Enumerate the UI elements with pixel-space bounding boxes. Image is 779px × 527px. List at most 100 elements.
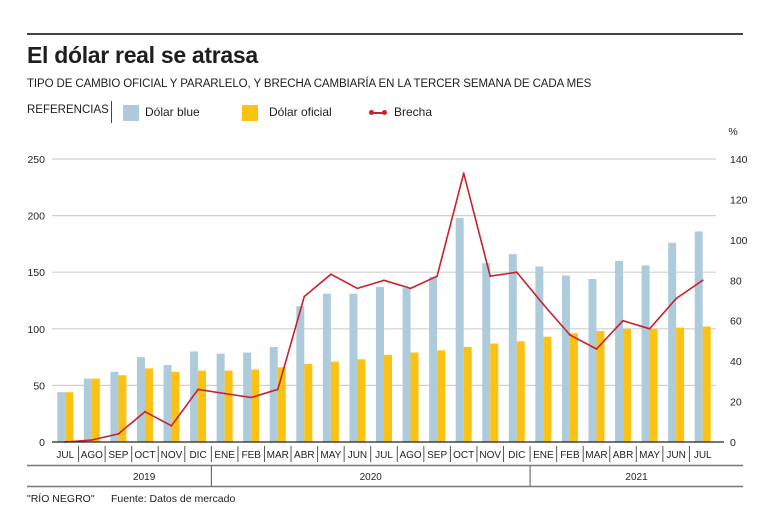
legend-item-blue: Dólar blue: [145, 105, 200, 119]
bar-dolar-oficial: [330, 361, 339, 442]
bar-dolar-oficial: [596, 331, 605, 442]
bar-dolar-blue: [163, 365, 172, 442]
bar-dolar-oficial: [649, 328, 658, 442]
bar-dolar-oficial: [676, 327, 685, 442]
top-rule: [27, 33, 743, 35]
year-label: 2019: [133, 472, 156, 483]
bar-dolar-blue: [57, 392, 66, 442]
month-label: ABR: [613, 450, 634, 461]
legend-swatch-brecha-line: [371, 112, 385, 114]
bar-dolar-oficial: [304, 363, 313, 442]
brecha-point: [489, 275, 492, 278]
right-tick-label: 140: [730, 154, 748, 166]
month-label: JUL: [56, 450, 74, 461]
legend-swatch-oficial: [242, 105, 258, 121]
left-tick-label: 150: [27, 267, 45, 279]
bar-dolar-oficial: [198, 370, 207, 442]
brecha-point: [250, 396, 253, 399]
bars: [57, 217, 711, 442]
right-tick-label: 120: [730, 194, 748, 206]
brecha-point: [276, 388, 279, 391]
bar-dolar-oficial: [91, 378, 100, 442]
brecha-point: [648, 327, 651, 330]
x-axis-labels: JUL AGO SEP OCT NOV DIC ENE FEB MAR ABR MAY JUN JUL A…: [27, 446, 743, 488]
footer-credit: "RÍO NEGRO": [27, 493, 95, 505]
axes: 0 50 100 150 200 250 0 20 40 60 80 100 120 140%: [27, 126, 747, 449]
month-label: OCT: [134, 450, 155, 461]
bar-dolar-blue: [668, 242, 677, 442]
bar-dolar-blue: [269, 346, 278, 442]
bar-dolar-blue: [535, 266, 544, 442]
bar-dolar-blue: [615, 260, 624, 442]
month-label: JUN: [666, 450, 685, 461]
month-label: MAY: [639, 450, 660, 461]
month-label: SEP: [427, 450, 447, 461]
brecha-point: [569, 333, 571, 336]
bar-dolar-blue: [322, 293, 331, 442]
brecha-point: [462, 172, 465, 175]
legend-swatch-brecha-dot-right: [382, 110, 387, 115]
month-label: MAR: [267, 450, 289, 461]
bar-dolar-blue: [190, 351, 199, 442]
chart-subtitle: TIPO DE CAMBIO OFICIAL Y PARARLELO, Y BR…: [27, 78, 592, 90]
bar-dolar-blue: [349, 293, 358, 442]
right-tick-label: 100: [730, 235, 748, 247]
year-label: 2020: [360, 472, 383, 483]
brecha-point: [701, 279, 704, 282]
left-tick-label: 200: [27, 211, 45, 223]
month-label: DIC: [508, 450, 525, 461]
brecha-point: [542, 303, 545, 306]
month-label: FEB: [560, 450, 580, 461]
brecha-point: [117, 433, 120, 435]
month-label: JUL: [694, 450, 712, 461]
legend-swatch-blue: [123, 105, 139, 121]
brecha-point: [622, 319, 624, 322]
left-tick-label: 50: [33, 380, 45, 392]
brecha-point: [303, 295, 306, 298]
footer-source: Fuente: Datos de mercado: [111, 493, 236, 505]
left-tick-label: 250: [27, 154, 45, 166]
brecha-point: [595, 348, 598, 350]
month-label: ENE: [214, 450, 235, 461]
month-label: NOV: [161, 450, 183, 461]
month-label: MAR: [585, 450, 607, 461]
bar-dolar-oficial: [171, 371, 180, 442]
bar-dolar-blue: [561, 275, 570, 442]
bar-dolar-oficial: [144, 368, 153, 442]
bar-dolar-oficial: [702, 326, 711, 442]
brecha-point: [90, 439, 93, 441]
bar-dolar-blue: [110, 371, 119, 442]
month-label: ENE: [533, 450, 554, 461]
bar-dolar-oficial: [516, 341, 525, 442]
month-label: DIC: [189, 450, 206, 461]
bar-dolar-blue: [508, 254, 517, 442]
bar-dolar-oficial: [437, 350, 446, 442]
month-label: OCT: [453, 450, 474, 461]
month-label: AGO: [81, 450, 103, 461]
bar-dolar-blue: [216, 353, 225, 442]
right-tick-label: 80: [730, 275, 742, 287]
bar-dolar-blue: [429, 276, 438, 442]
month-label: FEB: [241, 450, 261, 461]
bar-dolar-oficial: [569, 333, 578, 442]
brecha-point: [144, 410, 146, 413]
bar-dolar-blue: [588, 278, 597, 442]
bar-dolar-oficial: [623, 328, 632, 442]
legend-item-brecha: Brecha: [394, 105, 433, 119]
brecha-point: [436, 275, 439, 278]
bar-dolar-oficial: [384, 354, 392, 442]
month-label: ABR: [294, 450, 315, 461]
bar-dolar-oficial: [224, 370, 233, 442]
bar-dolar-oficial: [543, 336, 552, 442]
bar-dolar-oficial: [357, 359, 366, 442]
month-label: AGO: [399, 450, 421, 461]
legend-item-oficial: Dólar oficial: [269, 105, 332, 119]
right-tick-label: 60: [730, 316, 742, 328]
brecha-point: [329, 273, 332, 276]
brecha-point: [383, 279, 385, 282]
bar-dolar-blue: [83, 378, 92, 442]
bar-dolar-blue: [376, 286, 384, 442]
brecha-point: [675, 297, 678, 300]
right-axis-unit-label: %: [728, 126, 737, 138]
